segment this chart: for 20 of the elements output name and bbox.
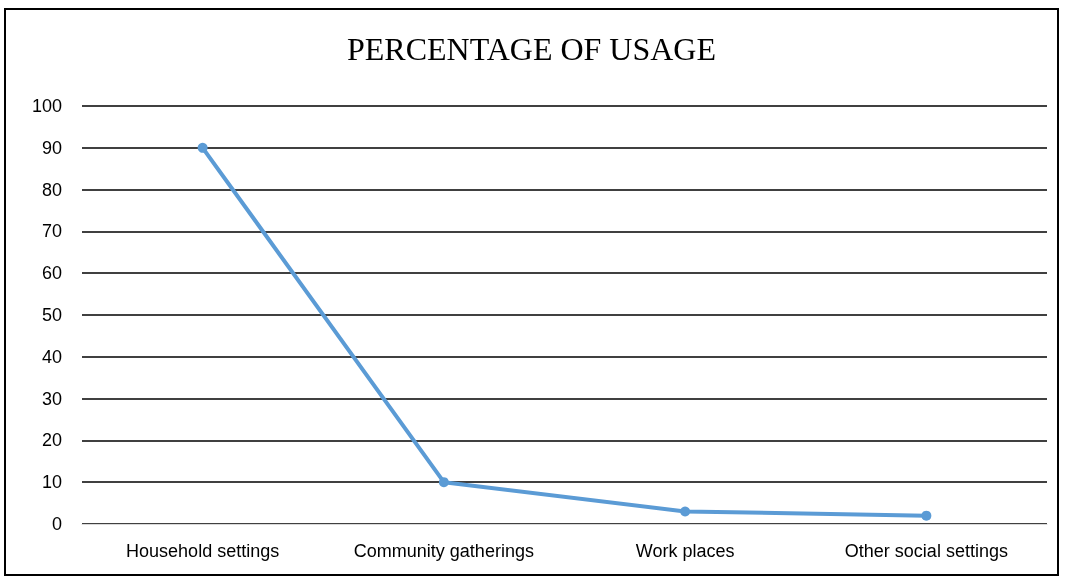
x-tick-label: Work places [635, 541, 735, 561]
y-tick-label: 60 [41, 263, 62, 284]
y-tick-label: 50 [41, 305, 62, 325]
point [921, 510, 932, 521]
y-tick-label: 80 [41, 179, 62, 200]
x-tick-label: Community gatherings [353, 541, 534, 561]
point [197, 142, 208, 153]
y-tick-label: 100 [31, 96, 62, 116]
point [680, 506, 691, 517]
x-tick-label: Other social settings [844, 541, 1008, 561]
y-tick-label: 70 [41, 221, 62, 242]
y-tick-label: 20 [41, 430, 62, 451]
y-tick-label: 30 [41, 388, 62, 409]
chart-title: PERCENTAGE OF USAGE [346, 31, 717, 67]
x-tick-label: Household settings [126, 541, 280, 561]
y-tick-label: 40 [41, 346, 62, 367]
y-tick-label: 0 [51, 514, 62, 534]
point [438, 477, 449, 488]
y-tick-label: 10 [41, 472, 62, 493]
y-tick-label: 90 [41, 137, 62, 158]
